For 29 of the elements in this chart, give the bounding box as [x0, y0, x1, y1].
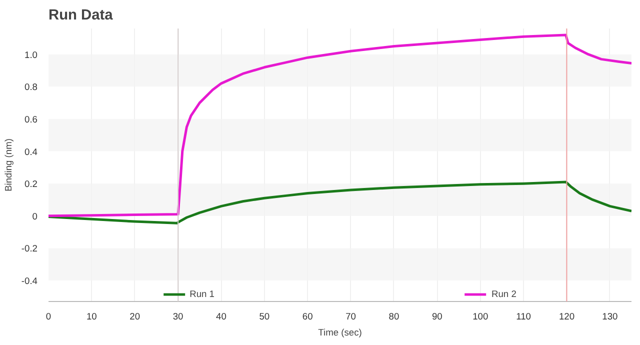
x-tick-label: 10: [86, 312, 97, 322]
y-tick-label: 0.4: [24, 146, 38, 157]
x-tick-label: 20: [130, 312, 140, 322]
x-tick-label: 130: [602, 312, 618, 322]
x-tick-label: 100: [472, 312, 488, 322]
x-tick-label: 30: [172, 312, 184, 322]
x-axis-title: Time (sec): [318, 328, 362, 338]
x-tick-label: 40: [216, 312, 226, 322]
y-tick-label: 1.0: [24, 50, 38, 60]
legend-label: Run 1: [190, 289, 214, 299]
chart-title: Run Data: [48, 8, 114, 24]
x-tick-label: 0: [46, 312, 52, 322]
x-tick-label: 60: [302, 312, 313, 322]
x-tick-label: 120: [558, 312, 575, 322]
x-tick-label: 90: [432, 312, 442, 322]
y-tick-label: 0.2: [24, 179, 38, 190]
x-tick-label: 80: [388, 312, 400, 322]
y-axis-title: Binding (nm): [3, 138, 14, 192]
line-series: [48, 180, 632, 224]
y-tick-label: -0.4: [21, 276, 38, 286]
y-tick-label: -0.2: [21, 244, 38, 254]
y-tick-label: 0.6: [24, 114, 38, 124]
x-tick-label: 110: [516, 312, 531, 322]
y-tick-label: 0: [32, 211, 38, 222]
line-series: [48, 34, 632, 218]
x-tick-label: 70: [346, 312, 356, 322]
legend-label: Run 2: [492, 289, 516, 299]
y-tick-label: 0.8: [24, 82, 38, 92]
x-tick-label: 50: [259, 312, 270, 322]
